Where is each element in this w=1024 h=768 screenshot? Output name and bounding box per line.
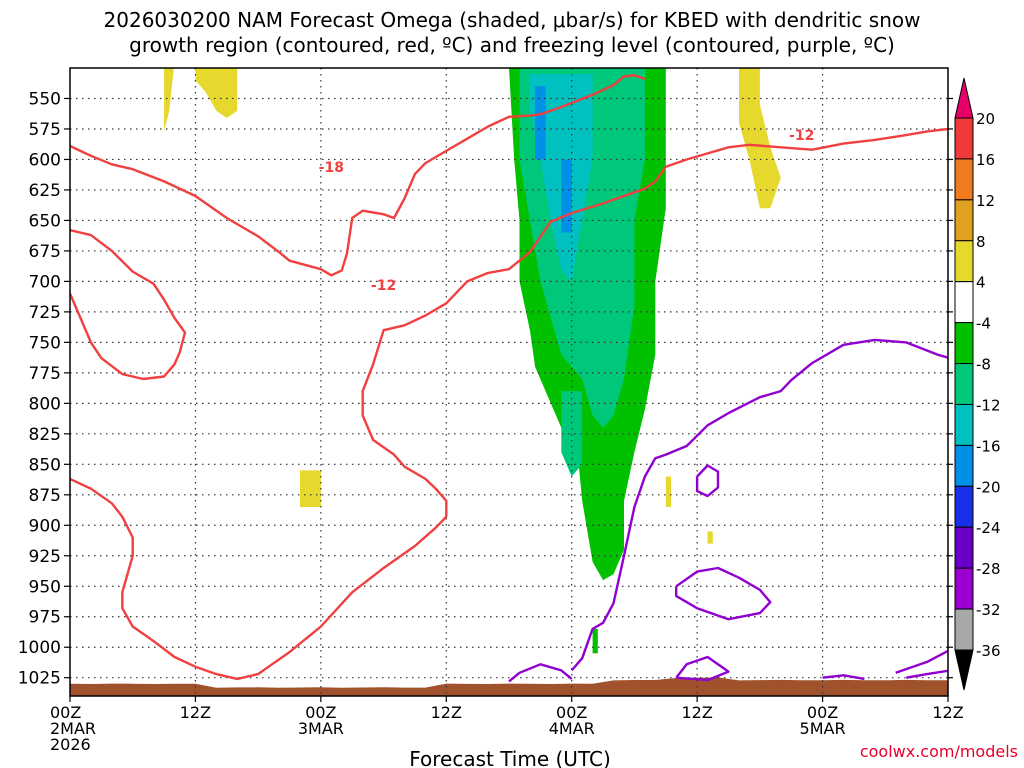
y-tick-label: 775 bbox=[29, 364, 61, 384]
colorbar-tick-label: -28 bbox=[976, 560, 1001, 578]
watermark: coolwx.com/models bbox=[859, 742, 1018, 761]
plot-area: -18 -12 -12 bbox=[70, 68, 948, 696]
plot-frame bbox=[69, 67, 949, 697]
omega-area-7 bbox=[592, 628, 598, 654]
y-tick-label: 1000 bbox=[18, 638, 61, 658]
freezing-contour-3 bbox=[675, 655, 730, 682]
omega-area-5 bbox=[739, 68, 781, 209]
colorbar-tick-label: 8 bbox=[976, 233, 986, 251]
omega-area-0 bbox=[164, 68, 174, 132]
x-tick-label: 00Z bbox=[305, 703, 336, 722]
freezing-contour-0 bbox=[570, 338, 948, 672]
x-tick-label: 2026 bbox=[50, 735, 91, 754]
y-tick-label: 600 bbox=[29, 150, 61, 170]
x-tick-label: 00Z bbox=[50, 703, 81, 722]
y-tick-label: 700 bbox=[29, 272, 61, 292]
contour-label-2: -12 bbox=[789, 128, 814, 144]
colorbar-box bbox=[954, 444, 974, 487]
freezing-contour-2 bbox=[675, 566, 772, 621]
colorbar-tick-label: 20 bbox=[976, 110, 995, 128]
colorbar-box bbox=[954, 158, 974, 201]
y-tick-label: 975 bbox=[29, 608, 61, 628]
colorbar-box bbox=[954, 240, 974, 283]
x-tick-label: 12Z bbox=[681, 703, 712, 722]
x-tick-label: 00Z bbox=[807, 703, 838, 722]
dgz-contour-0 bbox=[70, 74, 646, 277]
colorbar-tick-label: 16 bbox=[976, 151, 995, 169]
y-tick-label: 625 bbox=[29, 181, 61, 201]
colorbar-box bbox=[954, 363, 974, 405]
freezing-contour-1 bbox=[508, 663, 573, 683]
colorbar-box bbox=[954, 322, 974, 365]
colorbar-tick-label: -4 bbox=[976, 315, 991, 333]
y-tick-label: 825 bbox=[29, 425, 61, 445]
y-tick-label: 850 bbox=[29, 455, 61, 475]
chart-title-line1: 2026030200 NAM Forecast Omega (shaded, μ… bbox=[103, 8, 921, 32]
contour-label-1: -12 bbox=[371, 278, 396, 294]
colorbar-box bbox=[954, 485, 974, 528]
x-tick-label: 2MAR bbox=[50, 719, 96, 738]
y-tick-label: 550 bbox=[29, 89, 61, 109]
y-tick-label: 950 bbox=[29, 577, 61, 597]
colorbar-box bbox=[954, 526, 974, 569]
colorbar-tick-label: -12 bbox=[976, 396, 1001, 414]
omega-area-9 bbox=[561, 391, 583, 477]
colorbar-box bbox=[954, 567, 974, 610]
x-tick-label: 12Z bbox=[431, 703, 462, 722]
colorbar-tick-label: -24 bbox=[976, 519, 1001, 537]
y-tick-label: 675 bbox=[29, 242, 61, 262]
colorbar: 20 16 12 8 4 -4 -8 -12 -16 -20 -24 -28 -32 -36 bbox=[954, 77, 1001, 691]
colorbar-tick-label: -16 bbox=[976, 437, 1001, 455]
y-tick-label: 900 bbox=[29, 516, 61, 536]
colorbar-tick-label: 12 bbox=[976, 192, 995, 210]
colorbar-tick-label: -8 bbox=[976, 356, 991, 374]
y-tick-label: 650 bbox=[29, 211, 61, 231]
x-tick-label: 4MAR bbox=[549, 719, 595, 738]
colorbar-tick-label: 4 bbox=[976, 274, 986, 292]
terrain-fill bbox=[70, 677, 948, 696]
y-tick-label: 800 bbox=[29, 394, 61, 414]
omega-area-11 bbox=[535, 86, 546, 160]
colorbar-box bbox=[954, 281, 974, 324]
x-axis-label: Forecast Time (UTC) bbox=[409, 747, 611, 768]
y-tick-label: 925 bbox=[29, 547, 61, 567]
chart-title-line2: growth region (contoured, red, ºC) and f… bbox=[129, 33, 895, 57]
colorbar-box bbox=[954, 608, 974, 651]
x-tick-label: 3MAR bbox=[298, 719, 344, 738]
colorbar-bottom-arrow bbox=[954, 649, 974, 691]
omega-area-4 bbox=[707, 531, 713, 544]
x-tick-label: 5MAR bbox=[800, 719, 846, 738]
chart-title: 2026030200 NAM Forecast Omega (shaded, μ… bbox=[0, 8, 1024, 58]
freezing-contour-5 bbox=[822, 674, 865, 681]
x-tick-label: 12Z bbox=[180, 703, 211, 722]
omega-area-2 bbox=[300, 470, 321, 507]
contour-label-0: -18 bbox=[319, 160, 344, 176]
colorbar-box bbox=[954, 117, 974, 160]
colorbar-tick-label: -32 bbox=[976, 601, 1001, 619]
y-tick-label: 1025 bbox=[18, 669, 61, 689]
omega-area-12 bbox=[561, 159, 572, 233]
colorbar-box bbox=[954, 403, 974, 446]
colorbar-top-arrow bbox=[954, 77, 974, 119]
colorbar-tick-label: -36 bbox=[976, 642, 1001, 660]
freezing-contour-6 bbox=[895, 649, 948, 679]
y-tick-label: 575 bbox=[29, 120, 61, 140]
x-tick-label: 12Z bbox=[932, 703, 963, 722]
omega-area-1 bbox=[195, 68, 238, 118]
dgz-contour-2 bbox=[70, 127, 948, 681]
y-tick-label: 725 bbox=[29, 303, 61, 323]
dgz-contour-1 bbox=[70, 229, 187, 381]
omega-area-3 bbox=[665, 476, 671, 507]
colorbar-tick-label: -20 bbox=[976, 478, 1001, 496]
y-tick-label: 750 bbox=[29, 333, 61, 353]
y-tick-label: 875 bbox=[29, 486, 61, 506]
axes: 550 575 600 625 650 675 700 725 750 775 800 825 850 8… bbox=[18, 67, 964, 754]
x-tick-label: 00Z bbox=[556, 703, 587, 722]
colorbar-box bbox=[954, 199, 974, 242]
freezing-contour-4 bbox=[695, 464, 720, 498]
